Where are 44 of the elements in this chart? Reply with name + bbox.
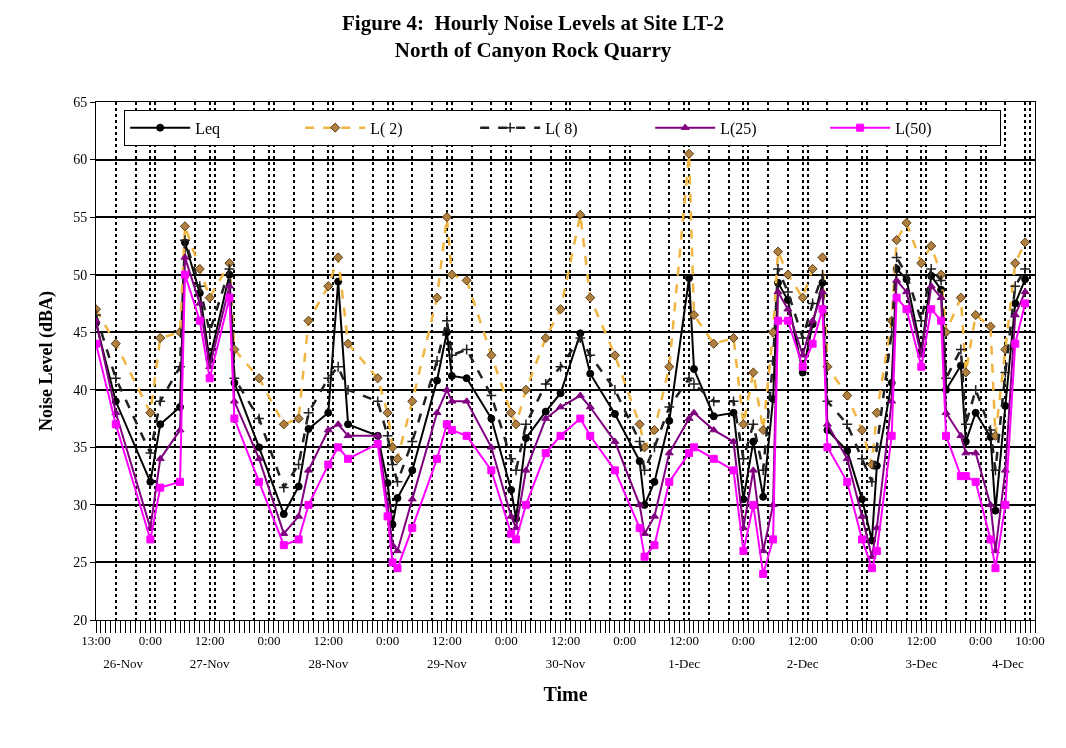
x-tick-label: 13:00 <box>81 632 111 648</box>
x-tick-label: 12:00 <box>313 632 344 648</box>
y-tick-label: 25 <box>73 555 88 571</box>
x2-tick-label: 27-Nov <box>189 656 231 671</box>
x-tick-label: 12:00 <box>432 632 462 648</box>
x2-tick-label: 29-Nov <box>427 656 468 671</box>
y-tick-label: 55 <box>73 210 88 226</box>
x-tick-label: 0:00 <box>969 632 993 648</box>
x-tick-label: 12:00 <box>787 632 818 648</box>
x-tick-label: 0:00 <box>613 632 637 648</box>
x2-tick-label: 2-Dec <box>786 656 819 671</box>
y-tick-label: 45 <box>73 325 88 341</box>
y-tick-label: 30 <box>73 497 88 513</box>
y-tick-label: 20 <box>73 612 88 628</box>
x2-tick-label: 1-Dec <box>668 656 701 671</box>
x2-tick-label: 26-Nov <box>103 656 144 671</box>
chart-title: Figure 4: Hourly Noise Levels at Site LT-2 North of Canyon Rock Quarry <box>342 10 724 63</box>
legend-label: L( 8) <box>545 119 578 138</box>
x-axis-title: Time <box>543 683 588 706</box>
y-tick-label: 35 <box>73 440 88 456</box>
x2-tick-label: 4-Dec <box>991 656 1024 671</box>
x-tick-label: 0:00 <box>138 632 162 648</box>
y-tick-label: 65 <box>73 94 88 110</box>
x-tick-label: 0:00 <box>494 632 518 648</box>
y-tick-label: 50 <box>73 267 88 283</box>
y-tick-label: 60 <box>73 152 88 168</box>
x2-tick-label: 28-Nov <box>308 656 349 671</box>
legend-label: L(50) <box>895 119 932 138</box>
x-tick-label: 12:00 <box>194 632 225 648</box>
y-axis-title: Noise Level (dBA) <box>36 291 58 431</box>
x-tick-label: 0:00 <box>731 632 755 648</box>
x-tick-label: 12:00 <box>550 632 581 648</box>
legend-label: Leq <box>195 119 221 138</box>
x-tick-label: 10:00 <box>1015 632 1045 648</box>
x-tick-label: 0:00 <box>257 632 281 648</box>
x2-tick-label: 30-Nov <box>545 656 586 671</box>
x2-tick-label: 3-Dec <box>905 656 938 671</box>
x-tick-label: 12:00 <box>906 632 937 648</box>
x-tick-label: 0:00 <box>850 632 874 648</box>
x-tick-label: 12:00 <box>669 632 699 648</box>
y-tick-label: 40 <box>73 382 88 398</box>
x-tick-label: 0:00 <box>376 632 400 648</box>
legend-label: L(25) <box>720 119 757 138</box>
legend-label: L( 2) <box>370 119 403 138</box>
